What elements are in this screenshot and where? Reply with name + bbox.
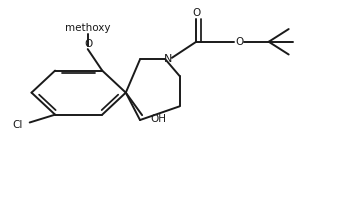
- Text: OH: OH: [150, 114, 166, 124]
- Text: methoxy: methoxy: [65, 23, 110, 33]
- Text: O: O: [84, 39, 92, 49]
- Text: N: N: [164, 54, 173, 64]
- Text: O: O: [193, 8, 201, 18]
- Text: O: O: [235, 37, 244, 47]
- Text: Cl: Cl: [12, 120, 23, 130]
